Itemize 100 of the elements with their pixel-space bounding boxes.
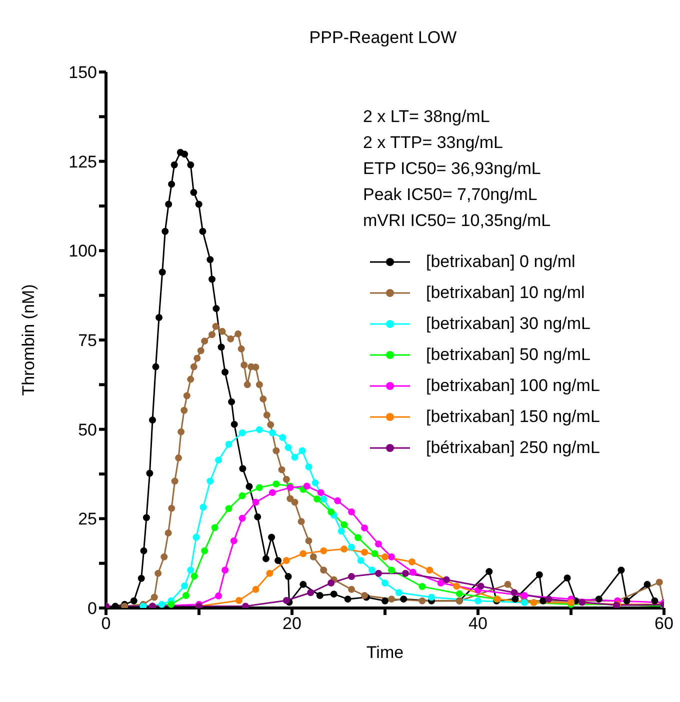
point [175, 454, 182, 462]
point [187, 566, 194, 574]
point [199, 228, 206, 235]
point [244, 381, 251, 388]
legend-label: [bétrixaban] 250 ng/mL [426, 438, 600, 458]
point [298, 518, 305, 526]
point [201, 338, 208, 345]
chart-title: PPP-Reagent LOW [308, 28, 458, 48]
point [354, 534, 362, 542]
point [228, 398, 236, 406]
annotation: ETP IC50= 36,93ng/mL [363, 158, 542, 180]
y-axis-title: Thrombin (nM) [19, 284, 38, 396]
point [142, 514, 150, 522]
point [272, 480, 280, 488]
point [192, 534, 200, 541]
point [382, 579, 388, 586]
point [388, 553, 396, 560]
point [187, 376, 194, 383]
point [282, 596, 290, 604]
y-tick-label: 25 [78, 510, 97, 529]
legend-label: [betrixaban] 150 ng/mL [426, 406, 600, 426]
point [402, 570, 409, 577]
point [545, 596, 552, 603]
point [656, 578, 663, 586]
point [504, 580, 512, 588]
point [442, 576, 450, 584]
x-tick-label: 40 [468, 614, 488, 634]
point [206, 256, 214, 264]
point [357, 556, 364, 564]
point [651, 597, 658, 604]
point [267, 421, 274, 428]
point [158, 600, 166, 608]
y-tick-label: 0 [88, 599, 97, 618]
point [512, 596, 519, 603]
point [180, 406, 188, 414]
point [340, 521, 348, 528]
point [348, 544, 356, 551]
point [284, 573, 292, 580]
point [477, 582, 484, 590]
point [374, 570, 382, 577]
annotation: Peak IC50= 7,70ng/mL [363, 184, 538, 206]
legend-label: [betrixaban] 50 ng/mL [426, 344, 590, 364]
point [305, 463, 312, 470]
point [486, 568, 493, 576]
point [206, 478, 214, 485]
point [334, 497, 342, 504]
x-axis-title: Time [366, 643, 404, 662]
point [194, 354, 201, 362]
point [540, 597, 547, 604]
point [437, 579, 444, 586]
point [418, 583, 426, 590]
point [130, 597, 138, 604]
legend-label: [betrixaban] 30 ng/mL [426, 314, 590, 334]
point [338, 528, 345, 535]
point [268, 489, 276, 496]
point [564, 574, 571, 582]
point [418, 597, 426, 604]
point [298, 447, 306, 454]
point [238, 492, 246, 500]
point [154, 570, 162, 577]
point [178, 428, 185, 436]
point [314, 496, 321, 503]
point [282, 476, 290, 483]
point [208, 276, 216, 283]
point [140, 547, 148, 554]
point [361, 524, 368, 532]
point [227, 335, 234, 342]
point [303, 482, 310, 490]
point [644, 580, 651, 588]
point [181, 582, 188, 590]
point [138, 574, 145, 582]
point [521, 592, 528, 599]
point [158, 268, 166, 276]
x-tick-label: 20 [282, 614, 302, 634]
point [156, 314, 163, 321]
y-tick-label: 125 [68, 152, 97, 172]
point [263, 412, 270, 419]
point [238, 429, 246, 436]
point [218, 328, 226, 335]
point [183, 392, 190, 400]
point [307, 589, 314, 596]
point [348, 508, 356, 516]
point [578, 598, 586, 606]
point [200, 504, 207, 511]
point [368, 566, 376, 574]
point [274, 556, 282, 564]
point [305, 537, 312, 544]
point [190, 363, 198, 370]
point [242, 602, 249, 608]
point [150, 594, 158, 601]
point [256, 426, 263, 434]
point [623, 597, 630, 604]
point [536, 571, 543, 578]
point [320, 496, 328, 503]
x-tick-label: 60 [654, 614, 674, 634]
point [162, 228, 169, 235]
point [316, 592, 324, 599]
point [408, 558, 416, 566]
point [252, 586, 260, 593]
point [168, 180, 176, 188]
